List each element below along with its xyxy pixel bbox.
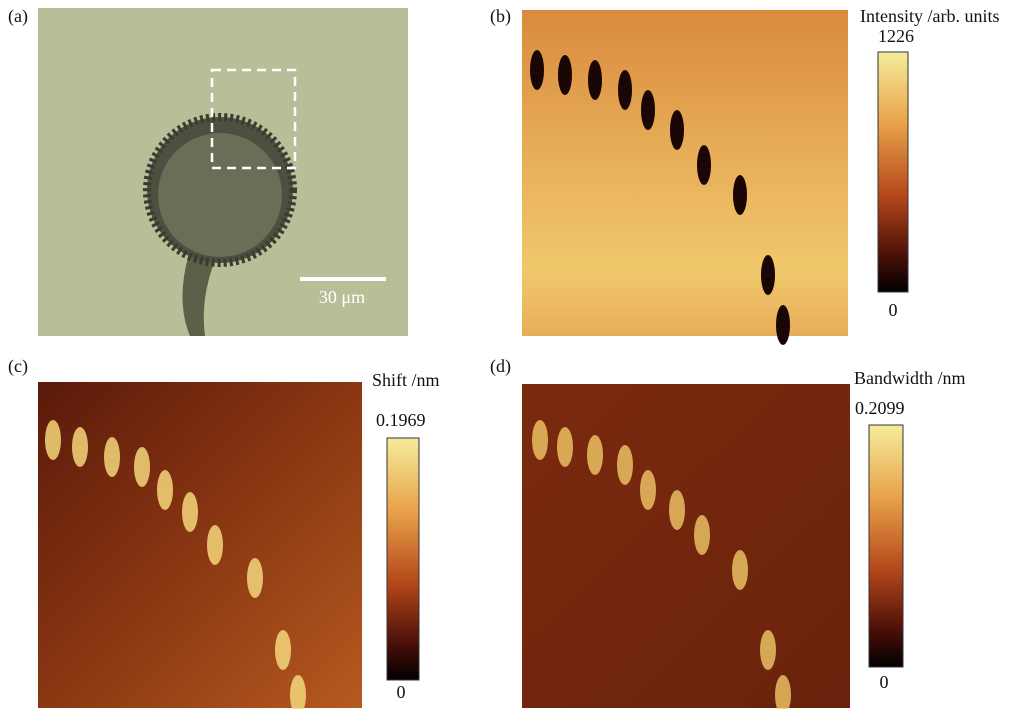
shift-map (38, 382, 362, 708)
colorbar-max: 0.1969 (376, 410, 426, 430)
feature-bright (760, 630, 776, 670)
feature-bright (134, 447, 150, 487)
panel-label: (a) (8, 6, 28, 27)
figure: 30 μm (a) (b) Intensity /arb. units 1226… (0, 0, 1036, 709)
feature-bright (587, 435, 603, 475)
colorbar-title: Shift /nm (372, 370, 440, 390)
feature-bright (669, 490, 685, 530)
feature-bright (72, 427, 88, 467)
feature-bright (694, 515, 710, 555)
feature-dark (618, 70, 632, 110)
colorbar-title: Bandwidth /nm (854, 368, 966, 388)
feature-dark (670, 110, 684, 150)
panel-label: (c) (8, 356, 28, 377)
colorbar (387, 438, 419, 680)
scale-bar-label: 30 μm (319, 287, 365, 307)
feature-dark (641, 90, 655, 130)
intensity-map (522, 10, 848, 336)
feature-dark (530, 50, 544, 90)
feature-bright (157, 470, 173, 510)
feature-bright (532, 420, 548, 460)
feature-bright (640, 470, 656, 510)
feature-bright (557, 427, 573, 467)
colorbar-min: 0 (889, 300, 898, 320)
feature-dark (761, 255, 775, 295)
colorbar-max: 1226 (878, 26, 914, 46)
feature-bright (247, 558, 263, 598)
feature-dark (733, 175, 747, 215)
feature-bright (104, 437, 120, 477)
feature-bright (732, 550, 748, 590)
colorbar-min: 0 (880, 672, 889, 692)
feature-dark (776, 305, 790, 345)
colorbar (869, 425, 903, 667)
feature-dark (558, 55, 572, 95)
colorbar-min: 0 (397, 682, 406, 702)
panel-label: (b) (490, 6, 511, 27)
feature-dark (697, 145, 711, 185)
panel-label: (d) (490, 356, 511, 377)
colorbar (878, 52, 908, 292)
feature-bright (617, 445, 633, 485)
feature-bright (182, 492, 198, 532)
feature-bright (45, 420, 61, 460)
bandwidth-map (522, 384, 850, 708)
colorbar-title: Intensity /arb. units (860, 6, 999, 26)
feature-bright (275, 630, 291, 670)
feature-dark (588, 60, 602, 100)
feature-bright (207, 525, 223, 565)
disk-top (158, 133, 282, 257)
colorbar-max: 0.2099 (855, 398, 905, 418)
